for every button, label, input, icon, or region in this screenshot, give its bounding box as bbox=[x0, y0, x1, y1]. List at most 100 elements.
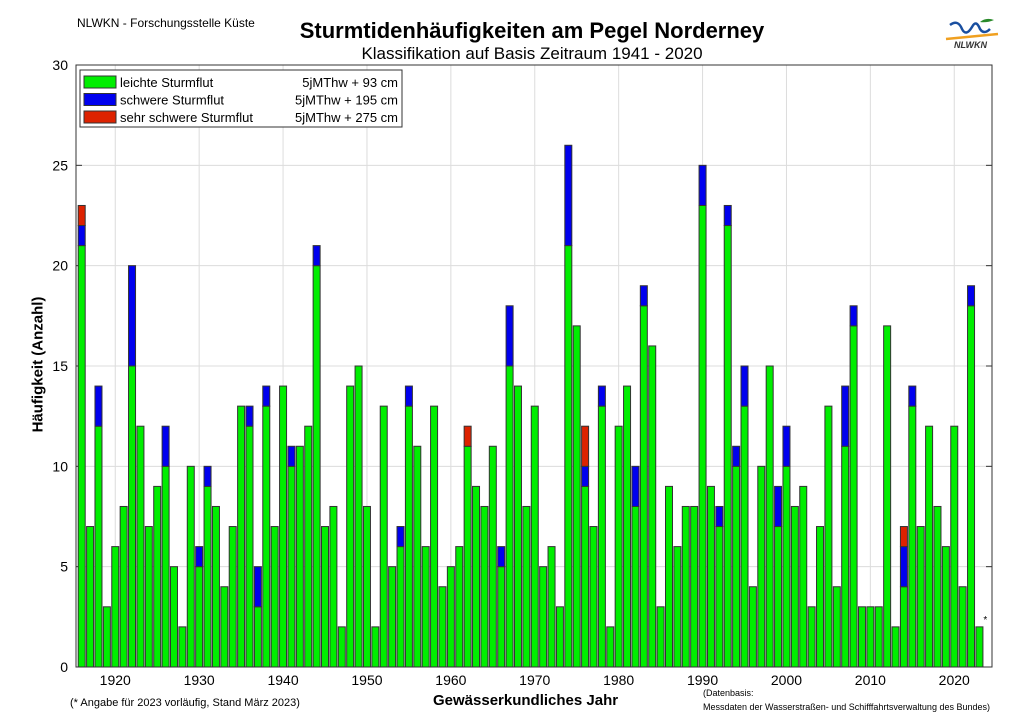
bar-2021-leichte-sturmflut bbox=[958, 586, 967, 668]
bar-1965-leichte-sturmflut bbox=[488, 445, 497, 668]
bar-2002-leichte-sturmflut bbox=[799, 485, 808, 668]
bar-1976-leichte-sturmflut bbox=[581, 485, 590, 668]
provisional-marker: * bbox=[983, 615, 987, 626]
bar-2009-leichte-sturmflut bbox=[857, 606, 866, 668]
bar-1947-leichte-sturmflut bbox=[337, 626, 346, 668]
legend-box bbox=[79, 69, 403, 128]
bar-1962-sehr-schwere-sturmflut bbox=[463, 425, 472, 447]
y-tick-label: 25 bbox=[52, 157, 68, 173]
bar-1981-leichte-sturmflut bbox=[623, 385, 632, 668]
bar-1931-schwere-sturmflut bbox=[203, 465, 212, 487]
bar-1996-leichte-sturmflut bbox=[748, 586, 757, 668]
bar-1923-leichte-sturmflut bbox=[136, 425, 145, 668]
x-tick-label: 1970 bbox=[519, 672, 550, 688]
bar-2012-leichte-sturmflut bbox=[883, 325, 892, 668]
bar-2005-leichte-sturmflut bbox=[824, 405, 833, 668]
bar-2018-leichte-sturmflut bbox=[933, 505, 942, 668]
bar-2019-leichte-sturmflut bbox=[941, 546, 950, 668]
bar-1995-schwere-sturmflut bbox=[740, 365, 749, 407]
bar-1941-schwere-sturmflut bbox=[287, 445, 296, 467]
footnote: (* Angabe für 2023 vorläufig, Stand März… bbox=[70, 697, 300, 709]
bar-1962-leichte-sturmflut bbox=[463, 445, 472, 668]
bar-1979-leichte-sturmflut bbox=[606, 626, 615, 668]
bar-1919-leichte-sturmflut bbox=[102, 606, 111, 668]
x-axis-label: Gewässerkundliches Jahr bbox=[433, 692, 619, 709]
bar-1922-leichte-sturmflut bbox=[128, 365, 137, 668]
bar-1944-leichte-sturmflut bbox=[312, 265, 321, 668]
bar-1937-leichte-sturmflut bbox=[253, 606, 262, 668]
bar-2006-leichte-sturmflut bbox=[832, 586, 841, 668]
bar-2000-leichte-sturmflut bbox=[782, 465, 791, 668]
bar-1976-sehr-schwere-sturmflut bbox=[581, 425, 590, 467]
bar-2007-leichte-sturmflut bbox=[841, 445, 850, 668]
bar-1926-schwere-sturmflut bbox=[161, 425, 170, 467]
legend-swatch bbox=[83, 93, 117, 106]
bar-1978-leichte-sturmflut bbox=[597, 405, 606, 668]
bar-1922-schwere-sturmflut bbox=[128, 265, 137, 367]
bar-1929-leichte-sturmflut bbox=[186, 465, 195, 668]
bar-1944-schwere-sturmflut bbox=[312, 245, 321, 267]
bar-1953-leichte-sturmflut bbox=[388, 566, 397, 668]
source-line-2: Messdaten der Wasserstraßen- und Schifff… bbox=[703, 702, 990, 712]
bar-1999-leichte-sturmflut bbox=[774, 526, 783, 668]
bar-1989-leichte-sturmflut bbox=[690, 505, 699, 668]
bar-1994-leichte-sturmflut bbox=[732, 465, 741, 668]
bar-1933-leichte-sturmflut bbox=[220, 586, 229, 668]
bar-1977-leichte-sturmflut bbox=[589, 526, 598, 668]
bar-1983-schwere-sturmflut bbox=[639, 285, 648, 307]
x-tick-label: 1930 bbox=[184, 672, 215, 688]
bar-2022-leichte-sturmflut bbox=[967, 305, 976, 668]
x-tick-label: 1960 bbox=[435, 672, 466, 688]
bar-1955-leichte-sturmflut bbox=[404, 405, 413, 668]
bar-1960-leichte-sturmflut bbox=[446, 566, 455, 668]
bar-1967-leichte-sturmflut bbox=[505, 365, 514, 668]
bar-1924-leichte-sturmflut bbox=[144, 526, 153, 668]
bar-1945-leichte-sturmflut bbox=[321, 526, 330, 668]
bar-1952-leichte-sturmflut bbox=[379, 405, 388, 668]
bar-1958-leichte-sturmflut bbox=[430, 405, 439, 668]
bar-1990-schwere-sturmflut bbox=[698, 164, 707, 206]
bar-1967-schwere-sturmflut bbox=[505, 305, 514, 367]
bar-1927-leichte-sturmflut bbox=[169, 566, 178, 668]
plot-frame bbox=[75, 64, 993, 668]
bar-1930-schwere-sturmflut bbox=[195, 546, 204, 568]
bar-2000-schwere-sturmflut bbox=[782, 425, 791, 467]
bar-1978-schwere-sturmflut bbox=[597, 385, 606, 407]
source-line-1: (Datenbasis: bbox=[703, 688, 754, 698]
bar-1918-leichte-sturmflut bbox=[94, 425, 103, 668]
bar-1986-leichte-sturmflut bbox=[665, 485, 673, 668]
bar-1936-schwere-sturmflut bbox=[245, 405, 254, 427]
bar-1975-leichte-sturmflut bbox=[572, 325, 581, 668]
bar-1968-leichte-sturmflut bbox=[513, 385, 522, 668]
bar-1976-schwere-sturmflut bbox=[581, 465, 590, 487]
bar-1954-leichte-sturmflut bbox=[396, 546, 405, 668]
bar-1943-leichte-sturmflut bbox=[304, 425, 313, 668]
bar-1950-leichte-sturmflut bbox=[362, 505, 371, 668]
nlwkn-logo: NLWKN bbox=[940, 15, 1000, 50]
bar-1921-leichte-sturmflut bbox=[119, 505, 128, 668]
bar-2014-sehr-schwere-sturmflut bbox=[899, 526, 908, 548]
bar-1935-leichte-sturmflut bbox=[237, 405, 246, 668]
bar-1957-leichte-sturmflut bbox=[421, 546, 430, 668]
bar-2023-leichte-sturmflut bbox=[975, 626, 984, 668]
x-tick-label: 2010 bbox=[855, 672, 886, 688]
bar-2014-schwere-sturmflut bbox=[899, 546, 908, 588]
logo-text: NLWKN bbox=[954, 40, 987, 50]
bar-2020-leichte-sturmflut bbox=[950, 425, 959, 668]
bar-1937-schwere-sturmflut bbox=[253, 566, 262, 608]
y-axis-label: Häufigkeit (Anzahl) bbox=[29, 296, 47, 433]
bar-2008-leichte-sturmflut bbox=[849, 325, 858, 668]
legend-threshold: 5jMThw + 93 cm bbox=[302, 75, 398, 90]
bar-1970-leichte-sturmflut bbox=[530, 405, 539, 668]
org-label: NLWKN - Forschungsstelle Küste bbox=[77, 16, 255, 30]
legend-label: schwere Sturmflut bbox=[120, 93, 224, 108]
legend-threshold: 5jMThw + 275 cm bbox=[295, 110, 398, 125]
y-tick-label: 10 bbox=[52, 458, 68, 474]
bar-1939-leichte-sturmflut bbox=[270, 526, 279, 668]
x-tick-label: 1920 bbox=[100, 672, 131, 688]
bar-1982-schwere-sturmflut bbox=[631, 465, 640, 507]
bar-1951-leichte-sturmflut bbox=[371, 626, 380, 668]
bar-1916-leichte-sturmflut bbox=[77, 245, 86, 668]
legend-swatch bbox=[83, 75, 117, 89]
